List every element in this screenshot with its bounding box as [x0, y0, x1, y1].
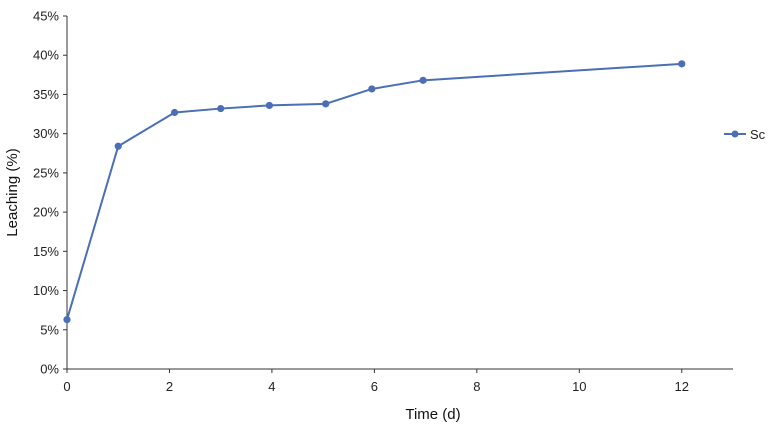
data-point — [322, 100, 330, 108]
y-tick-label: 45% — [33, 9, 59, 24]
legend: Sc — [724, 127, 766, 142]
y-tick-label: 25% — [33, 165, 59, 180]
y-tick-label: 10% — [33, 283, 59, 298]
x-tick-label: 0 — [63, 379, 70, 394]
x-axis-title: Time (d) — [405, 406, 460, 423]
series-layer — [63, 60, 686, 324]
y-tick-label: 30% — [33, 126, 59, 141]
y-tick-label: 20% — [33, 205, 59, 220]
y-tick-label: 15% — [33, 244, 59, 259]
data-point — [678, 60, 686, 68]
data-point — [170, 108, 179, 117]
x-tick-label: 10 — [572, 379, 586, 394]
x-tick-label: 8 — [473, 379, 480, 394]
data-point — [368, 85, 376, 93]
series-line-sc — [66, 62, 682, 320]
y-axis-ticks: 0% 5% 10% 15% 20% 25% 30% 35% 40% 45% — [33, 9, 67, 377]
data-point — [114, 142, 122, 150]
data-point — [217, 104, 225, 113]
data-point — [63, 315, 71, 324]
x-tick-label: 2 — [166, 379, 173, 394]
legend-label-sc: Sc — [750, 127, 766, 142]
x-tick-label: 4 — [268, 379, 275, 394]
y-tick-label: 35% — [33, 87, 59, 102]
legend-marker — [731, 130, 739, 138]
y-tick-label: 40% — [33, 48, 59, 63]
y-tick-label: 0% — [40, 362, 59, 377]
data-point — [265, 101, 273, 110]
x-axis-ticks: 0 2 4 6 8 10 12 — [63, 369, 689, 394]
x-tick-label: 12 — [675, 379, 689, 394]
x-tick-label: 6 — [371, 379, 378, 394]
data-point — [419, 76, 427, 84]
y-tick-label: 5% — [40, 322, 59, 337]
y-axis-title: Leaching (%) — [4, 148, 21, 236]
